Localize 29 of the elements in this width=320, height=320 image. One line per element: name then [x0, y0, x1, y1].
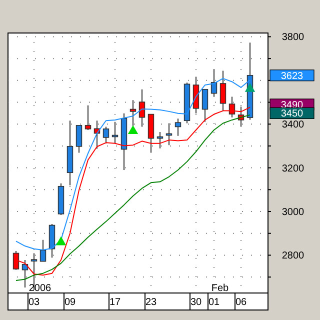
point: [128, 125, 138, 134]
y-tick-label: 3200: [282, 163, 305, 174]
y-tick-label: 3000: [282, 207, 305, 218]
candlestick: [202, 88, 208, 122]
candlestick: [130, 100, 136, 128]
y-tick-label: 3400: [282, 120, 305, 131]
candlestick: [76, 124, 82, 154]
point: [244, 83, 256, 92]
text: 3623: [280, 70, 304, 82]
x-tick-label: 06: [235, 297, 247, 308]
x-tick-label: 17: [109, 297, 121, 308]
y-tick-label: 3800: [282, 32, 305, 44]
candlestick: [102, 126, 110, 144]
annotation: Feb: [211, 283, 230, 294]
x-tick-label: 23: [145, 297, 157, 308]
candlestick: [138, 88, 146, 128]
candlestick: [48, 223, 56, 258]
y-tick-label: 2800: [282, 250, 305, 262]
candlestick: [40, 239, 46, 262]
x-tick-label: 01: [208, 297, 220, 308]
annotation: 2006: [28, 283, 52, 294]
x-tick-label: 03: [28, 297, 40, 308]
candlestick: [174, 118, 182, 136]
point: [56, 236, 66, 246]
candlestick: [84, 104, 92, 131]
x-tick-label: 30: [190, 297, 202, 308]
x-tick-label: 09: [64, 297, 76, 308]
candlestick: [192, 76, 200, 114]
text: 3450: [280, 108, 304, 120]
